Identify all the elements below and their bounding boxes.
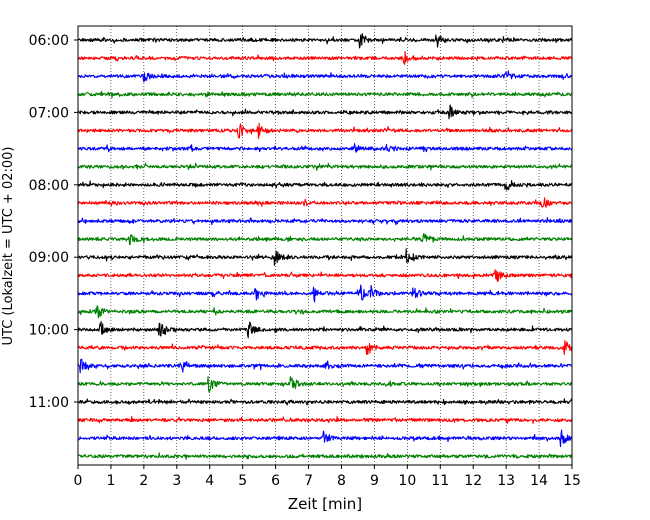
y-tick-label: 08:00 bbox=[29, 178, 69, 194]
x-tick-label: 11 bbox=[431, 473, 449, 489]
seismogram-trace bbox=[77, 340, 573, 355]
x-tick-label: 8 bbox=[337, 473, 346, 489]
seismogram-trace bbox=[77, 375, 573, 393]
seismogram-trace bbox=[77, 429, 573, 448]
seismogram-trace bbox=[77, 217, 573, 226]
seismogram-trace bbox=[77, 197, 573, 208]
seismogram-trace bbox=[77, 104, 573, 120]
x-axis-label: Zeit [min] bbox=[288, 495, 362, 513]
seismogram-trace bbox=[77, 33, 573, 49]
y-axis-label: UTC (Lokalzeit = UTC + 02:00) bbox=[1, 147, 16, 346]
x-tick-label: 0 bbox=[74, 473, 83, 489]
x-tick-label: 12 bbox=[464, 473, 482, 489]
grid-lines bbox=[110, 26, 540, 465]
y-axis-ticks: 06:00 07:00 08:00 09:00 10:00 11:00 bbox=[29, 33, 78, 411]
seismogram-trace bbox=[77, 162, 573, 171]
x-tick-label: 6 bbox=[271, 473, 280, 489]
x-tick-label: 3 bbox=[172, 473, 181, 489]
x-tick-label: 5 bbox=[238, 473, 247, 489]
y-tick-label: 06:00 bbox=[29, 33, 69, 49]
seismogram-trace bbox=[77, 415, 573, 424]
seismogram-trace bbox=[77, 122, 573, 140]
x-tick-label: 2 bbox=[139, 473, 148, 489]
seismogram-trace bbox=[77, 269, 573, 283]
x-tick-label: 14 bbox=[530, 473, 548, 489]
seismogram-trace bbox=[77, 398, 573, 406]
x-tick-label: 15 bbox=[563, 473, 581, 489]
seismogram-trace bbox=[77, 232, 573, 246]
x-tick-label: 13 bbox=[497, 473, 515, 489]
y-tick-label: 07:00 bbox=[29, 105, 69, 121]
plot-frame bbox=[77, 25, 573, 466]
x-tick-label: 4 bbox=[205, 473, 214, 489]
x-tick-label: 10 bbox=[398, 473, 416, 489]
y-tick-label: 11:00 bbox=[29, 395, 69, 411]
seismogram-trace bbox=[77, 248, 573, 266]
x-tick-label: 1 bbox=[106, 473, 115, 489]
x-axis-ticks: 0 1 2 3 4 5 6 7 8 9 10 11 12 13 14 15 bbox=[74, 465, 581, 489]
seismogram-traces bbox=[77, 33, 573, 460]
seismogram-trace bbox=[77, 284, 573, 303]
y-tick-label: 09:00 bbox=[29, 250, 69, 266]
seismogram-trace bbox=[77, 321, 573, 339]
seismogram-trace bbox=[77, 50, 573, 65]
seismogram-trace bbox=[77, 305, 573, 319]
seismogram-trace bbox=[77, 70, 573, 83]
y-tick-label: 10:00 bbox=[29, 323, 69, 339]
seismogram-trace bbox=[77, 358, 573, 374]
seismogram-trace bbox=[77, 143, 573, 153]
seismogram-trace bbox=[77, 452, 573, 460]
seismogram-trace bbox=[77, 90, 573, 99]
x-tick-label: 9 bbox=[370, 473, 379, 489]
x-tick-label: 7 bbox=[304, 473, 313, 489]
seismogram-trace bbox=[77, 179, 573, 191]
